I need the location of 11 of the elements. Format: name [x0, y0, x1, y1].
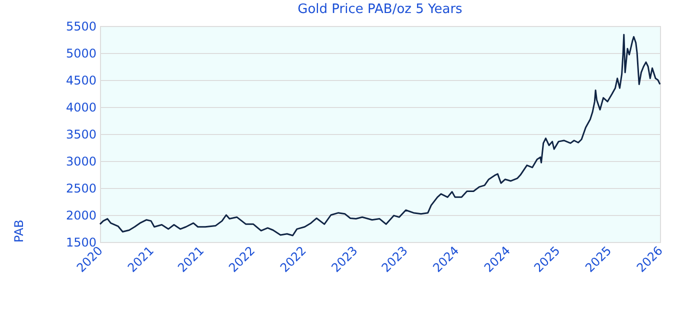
y-tick-label: 3000 — [66, 154, 96, 168]
y-tick-label: 5000 — [66, 46, 96, 60]
chart-title: Gold Price PAB/oz 5 Years — [298, 2, 463, 17]
y-axis-title: PAB — [12, 220, 26, 242]
y-tick-label: 5500 — [66, 20, 96, 34]
y-tick-label: 4500 — [66, 74, 96, 88]
y-tick-label: 2000 — [66, 208, 96, 222]
y-tick-label: 3500 — [66, 128, 96, 142]
y-tick-label: 4000 — [66, 100, 96, 114]
y-tick-label: 2500 — [66, 182, 96, 196]
line-series — [99, 34, 661, 236]
